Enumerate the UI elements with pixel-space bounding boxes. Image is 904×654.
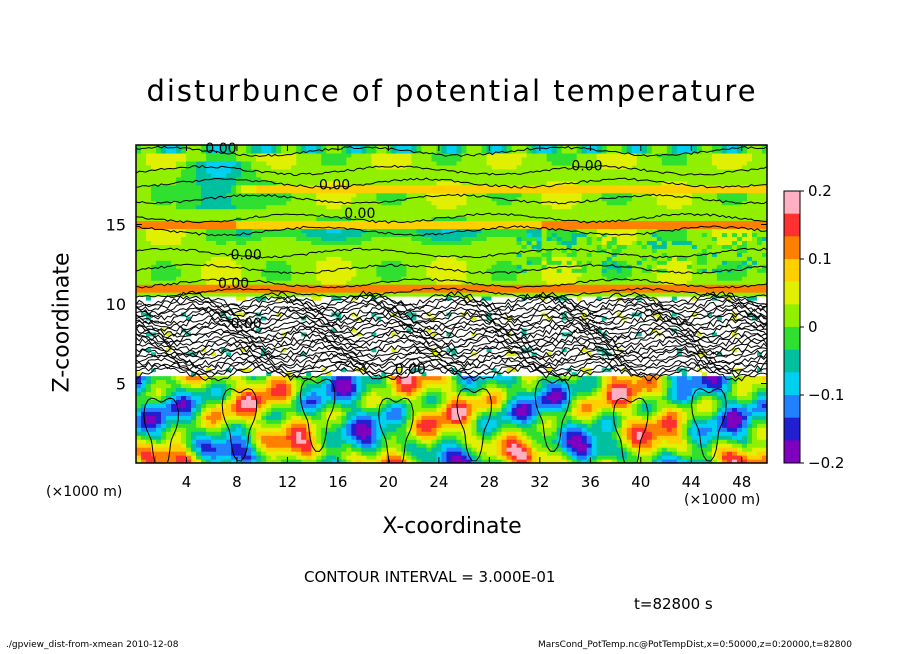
- colorbar-swatch: [784, 372, 800, 396]
- x-tick-label: 12: [278, 473, 297, 491]
- colorbar-tick-label: −0.2: [808, 454, 844, 472]
- colorbar-swatch: [784, 281, 800, 305]
- x-tick-label: 32: [530, 473, 549, 491]
- contour-interval-text: CONTOUR INTERVAL = 3.000E-01: [304, 568, 556, 586]
- contour-lines: [136, 145, 767, 463]
- x-tick-label: 40: [631, 473, 650, 491]
- colorbar-tick-label: 0.1: [808, 250, 832, 268]
- colorbar-swatch: [784, 191, 800, 214]
- colorbar-swatch: [784, 327, 800, 350]
- contour-label: 0.00: [344, 206, 375, 222]
- colorbar-swatch: [784, 440, 800, 464]
- colorbar-swatch: [784, 213, 800, 237]
- contour-label: 0.00: [571, 158, 602, 174]
- x-axis-ticks: 4 8 12 16 20 24 28 32 36 40 44 48: [182, 145, 751, 491]
- y-axis-label: Z-coordinate: [49, 252, 75, 393]
- colorbar-tick-label: 0.2: [808, 182, 832, 200]
- x-tick-label: 4: [182, 473, 192, 491]
- z-unit-label: (×1000 m): [46, 484, 123, 500]
- x-tick-label: 24: [429, 473, 448, 491]
- y-tick-label: 10: [106, 295, 126, 314]
- footer-right-text: MarsCond_PotTemp.nc@PotTempDist,x=0:5000…: [538, 640, 852, 650]
- contour-label: 0.00: [231, 316, 262, 332]
- time-text: t=82800 s: [634, 595, 713, 613]
- colorbar: 0.2 0.1 0 −0.1 −0.2: [783, 182, 844, 472]
- x-tick-label: 16: [328, 473, 347, 491]
- x-tick-label: 44: [682, 473, 701, 491]
- y-tick-label: 5: [116, 375, 126, 394]
- y-tick-label: 15: [106, 216, 126, 235]
- contour-label-group: 0.00 0.00 0.00 0.00 0.00 0.00 0.00 0.00: [205, 141, 602, 378]
- footer-left-text: ./gpview_dist-from-xmean 2010-12-08: [6, 640, 179, 650]
- x-tick-label: 36: [581, 473, 600, 491]
- colorbar-swatch: [784, 304, 800, 328]
- colorbar-swatch: [784, 395, 800, 418]
- colorbar-tick-label: 0: [808, 318, 818, 336]
- contour-label: 0.00: [205, 141, 236, 157]
- contour-label: 0.00: [218, 276, 249, 292]
- x-tick-label: 8: [232, 473, 242, 491]
- colorbar-swatch: [784, 259, 800, 282]
- contour-label: 0.00: [395, 362, 426, 378]
- colorbar-tick-label: −0.1: [808, 386, 844, 404]
- colorbar-swatch: [784, 236, 800, 260]
- colorbar-swatch: [784, 349, 800, 373]
- x-tick-label: 20: [379, 473, 398, 491]
- x-tick-label: 28: [480, 473, 499, 491]
- chart-title: disturbunce of potential temperature: [146, 74, 758, 108]
- colorbar-swatch: [784, 417, 800, 441]
- contour-label: 0.00: [231, 248, 262, 264]
- x-unit-label: (×1000 m): [684, 492, 761, 508]
- y-axis-ticks: 5 10 15: [106, 216, 767, 394]
- x-tick-label: 48: [732, 473, 751, 491]
- contour-label: 0.00: [319, 178, 350, 194]
- x-axis-label: X-coordinate: [382, 514, 522, 539]
